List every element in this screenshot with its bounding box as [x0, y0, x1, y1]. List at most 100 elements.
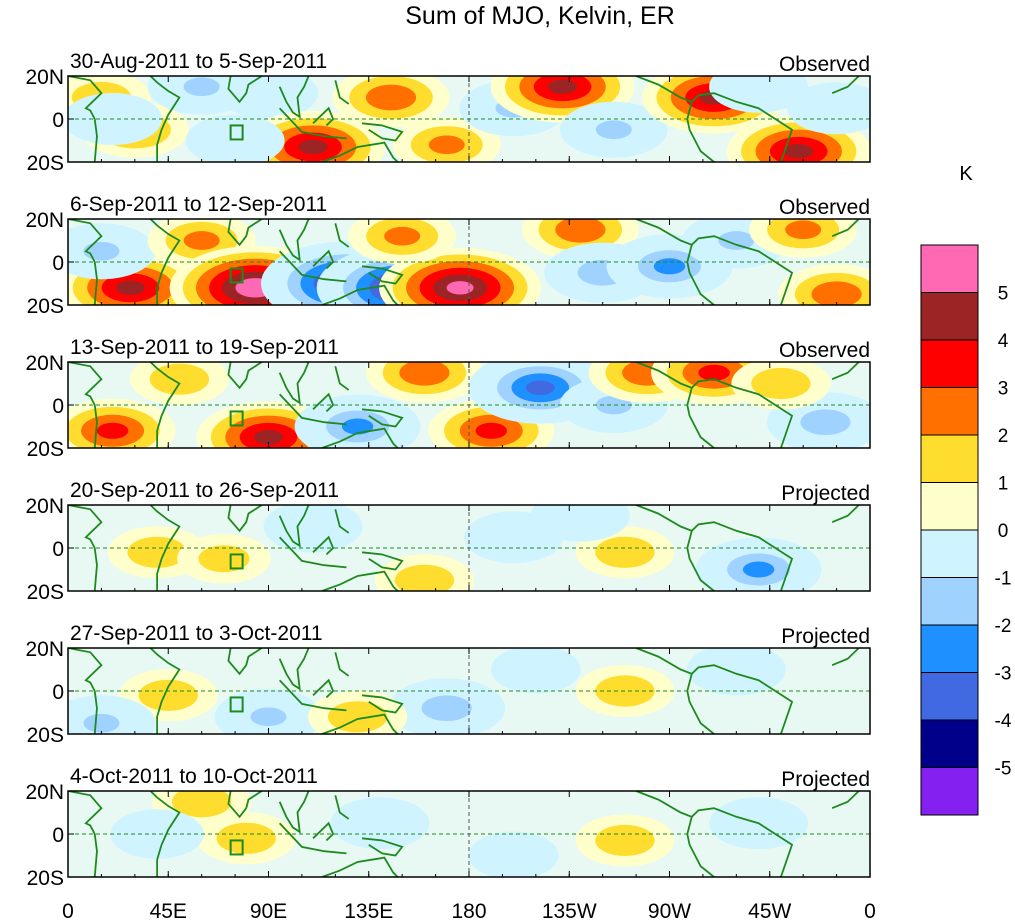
anomaly-contour	[811, 281, 862, 305]
anomaly-contour	[138, 679, 198, 711]
anomaly-contour	[728, 76, 789, 103]
box-outline	[229, 696, 244, 713]
anomaly-contour	[751, 367, 811, 400]
coastline	[149, 219, 181, 305]
coastline	[312, 392, 335, 413]
x-tick-label: 180	[451, 900, 486, 923]
anomaly-contour	[127, 536, 187, 568]
panel-date-range: 30-Aug-2011 to 5-Sep-2011	[70, 50, 327, 73]
y-tick-label: 0	[52, 681, 64, 704]
coastline	[334, 795, 350, 820]
coastline	[68, 76, 103, 162]
coastline	[227, 219, 263, 247]
anomaly-contour	[421, 695, 472, 722]
panel-date-range: 6-Sep-2011 to 12-Sep-2011	[70, 193, 327, 216]
y-tick-label: 20S	[27, 581, 64, 604]
coastline	[149, 791, 181, 877]
y-tick-label: 20N	[25, 638, 64, 661]
x-tick-label: 45W	[748, 900, 791, 923]
coastline	[361, 837, 404, 857]
y-tick-label: 20N	[25, 781, 64, 804]
y-tick-label: 20S	[27, 295, 64, 318]
coastline	[831, 362, 860, 381]
y-tick-label: 0	[52, 109, 64, 132]
anomaly-contour	[428, 135, 465, 155]
coastline	[278, 679, 347, 712]
anomaly-contour	[394, 564, 455, 591]
y-tick-label: 0	[52, 395, 64, 418]
coastline	[312, 106, 335, 127]
x-tick-label: 135E	[344, 900, 393, 923]
coastline	[831, 219, 860, 238]
coastline	[278, 822, 347, 855]
anomaly-contour	[327, 701, 388, 733]
anomaly-contour	[446, 281, 474, 295]
map-panel: 30-Aug-2011 to 5-Sep-2011 Observed 20N 0 20S	[25, 50, 871, 175]
colorbar-swatch	[920, 434, 979, 483]
anomaly-contour	[718, 231, 755, 250]
map-panel: 6-Sep-2011 to 12-Sep-2011 Observed 20N 0 20S	[25, 193, 871, 318]
panel-kind-label: Observed	[779, 53, 870, 76]
coastline	[361, 265, 404, 285]
anomaly-contour	[595, 824, 655, 857]
colorbar-label: 1	[998, 474, 1009, 495]
anomaly-contour	[205, 124, 265, 157]
y-tick-label: 20S	[27, 724, 64, 747]
anomaly-contour	[238, 77, 299, 109]
anomaly-contour	[698, 364, 730, 381]
y-tick-label: 20N	[25, 66, 64, 89]
coastline	[227, 648, 263, 676]
panel-date-range: 13-Sep-2011 to 19-Sep-2011	[70, 336, 339, 359]
coastline	[321, 856, 399, 877]
panel-kind-label: Projected	[781, 768, 870, 791]
anomaly-contour	[115, 280, 145, 295]
coastline	[312, 249, 335, 270]
anomaly-contour	[653, 258, 686, 275]
coastline	[278, 76, 310, 119]
coastline	[149, 648, 181, 734]
coastline	[278, 219, 310, 262]
colorbar-swatch	[920, 387, 979, 436]
box-outline	[229, 553, 244, 570]
coastline	[361, 408, 404, 428]
y-tick-label: 0	[52, 252, 64, 275]
coastline	[278, 362, 310, 405]
coastline	[278, 393, 347, 426]
coastline	[334, 509, 350, 534]
anomaly-contour	[555, 219, 606, 243]
panel-date-range: 27-Sep-2011 to 3-Oct-2011	[70, 622, 323, 645]
y-tick-label: 0	[52, 538, 64, 561]
coastline	[686, 816, 715, 877]
coastline	[334, 223, 350, 248]
colorbar-label: 3	[998, 379, 1009, 400]
coastline	[227, 362, 263, 390]
panel-date-range: 20-Sep-2011 to 26-Sep-2011	[70, 479, 339, 502]
anomaly-contour	[96, 422, 129, 439]
coastline	[68, 791, 103, 877]
colorbar-swatch	[920, 292, 979, 341]
coastline	[361, 694, 404, 714]
coastline	[831, 648, 860, 667]
box-outline	[229, 124, 244, 141]
colorbar-swatch	[920, 719, 979, 768]
anomaly-contour	[475, 422, 508, 439]
colorbar-swatch	[920, 577, 979, 626]
x-tick-label: 90E	[250, 900, 287, 923]
coastline	[334, 652, 350, 677]
colorbar-swatch	[920, 672, 979, 721]
x-tick-label: 135W	[542, 900, 597, 923]
coastline	[686, 244, 715, 305]
y-tick-label: 20S	[27, 867, 64, 890]
colorbar-label: -5	[995, 759, 1012, 780]
anomaly-contour	[254, 430, 283, 445]
panel-date-range: 4-Oct-2011 to 10-Oct-2011	[70, 765, 318, 788]
x-tick-label: 45E	[150, 900, 187, 923]
coastline	[149, 505, 181, 591]
anomaly-contour	[250, 707, 287, 727]
coastline	[361, 122, 404, 142]
coastline	[686, 673, 715, 734]
colorbar-swatch	[920, 767, 979, 816]
coastline	[278, 505, 310, 548]
coastline	[321, 427, 399, 448]
